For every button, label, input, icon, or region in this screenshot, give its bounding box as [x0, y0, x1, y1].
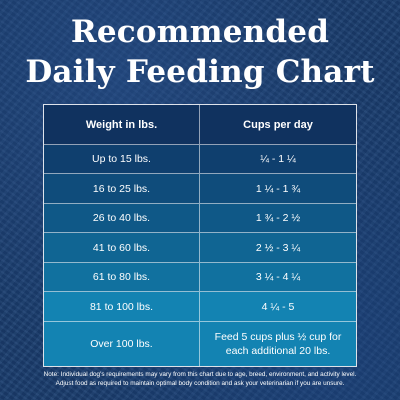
table-row: 61 to 80 lbs. 3 ¼ - 4 ¼: [44, 263, 356, 292]
cups-cell: Feed 5 cups plus ½ cup for each addition…: [214, 331, 342, 357]
footnote-line-2: Adjust food as required to maintain opti…: [55, 380, 345, 387]
weight-cell: 26 to 40 lbs.: [44, 204, 200, 232]
footnote-line-1: Note: Individual dog's requirements may …: [43, 371, 357, 378]
title-line-1: Recommended: [70, 14, 330, 50]
table-row: Over 100 lbs. Feed 5 cups plus ½ cup for…: [44, 322, 356, 366]
weight-cell: 16 to 25 lbs.: [44, 174, 200, 203]
weight-cell: 61 to 80 lbs.: [44, 263, 200, 291]
weight-cell: 41 to 60 lbs.: [44, 233, 200, 262]
page-title: Recommended Daily Feeding Chart: [0, 12, 400, 92]
footnote: Note: Individual dog's requirements may …: [8, 370, 392, 388]
cups-cell: 1 ¼ - 1 ¾: [255, 182, 301, 195]
header-cups: Cups per day: [243, 118, 313, 131]
cups-cell: 1 ¾ - 2 ½: [255, 212, 301, 224]
cups-cell: 2 ½ - 3 ¼: [255, 241, 301, 254]
table-row: Up to 15 lbs. ¼ - 1 ¼: [44, 145, 356, 174]
table-row: 41 to 60 lbs. 2 ½ - 3 ¼: [44, 233, 356, 263]
table-header-row: Weight in lbs. Cups per day: [44, 105, 356, 145]
table-row: 81 to 100 lbs. 4 ¼ - 5: [44, 292, 356, 322]
cups-cell: 4 ¼ - 5: [261, 300, 295, 313]
cups-cell: ¼ - 1 ¼: [260, 153, 296, 165]
table-row: 16 to 25 lbs. 1 ¼ - 1 ¾: [44, 174, 356, 204]
weight-cell: Over 100 lbs.: [44, 322, 200, 366]
weight-cell: Up to 15 lbs.: [44, 145, 200, 173]
feeding-chart-table: Weight in lbs. Cups per day Up to 15 lbs…: [43, 104, 357, 367]
header-weight: Weight in lbs.: [44, 105, 200, 144]
title-line-2: Daily Feeding Chart: [25, 54, 375, 90]
table-row: 26 to 40 lbs. 1 ¾ - 2 ½: [44, 204, 356, 233]
weight-cell: 81 to 100 lbs.: [44, 292, 200, 321]
cups-cell: 3 ¼ - 4 ¼: [255, 271, 301, 283]
